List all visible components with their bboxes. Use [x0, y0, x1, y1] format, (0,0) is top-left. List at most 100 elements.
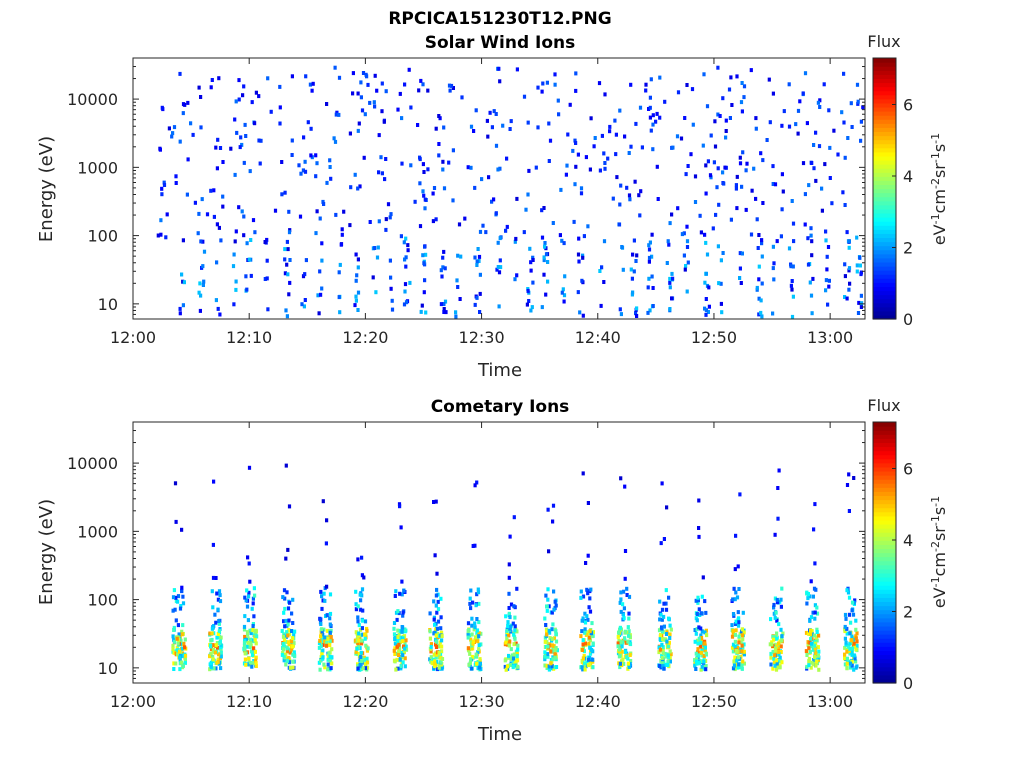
x-tick-label: 12:00 [110, 328, 156, 347]
colorbar-tick-label: 6 [903, 95, 913, 114]
colorbar-segment [873, 528, 896, 533]
flux-cell [400, 579, 404, 584]
flux-cell [337, 75, 342, 80]
flux-cell [551, 657, 555, 662]
flux-cell [698, 651, 702, 655]
flux-cell [304, 74, 308, 79]
flux-cell [280, 160, 284, 164]
flux-cell [495, 267, 499, 272]
flux-cell [173, 607, 177, 612]
flux-cell [676, 90, 681, 95]
flux-cell [660, 481, 664, 486]
flux-cell [380, 109, 384, 114]
flux-cell [249, 238, 253, 242]
flux-cell [716, 244, 720, 249]
flux-cell [547, 549, 551, 554]
flux-cell [210, 589, 214, 594]
colorbar-segment [873, 180, 896, 186]
flux-cell [584, 632, 588, 637]
flux-cell [581, 313, 585, 318]
flux-cell [359, 95, 363, 100]
flux-cell [362, 155, 366, 160]
flux-cell [634, 121, 638, 126]
flux-cell [398, 591, 402, 596]
flux-cell [621, 267, 625, 272]
flux-cell [586, 617, 590, 622]
flux-cell [685, 289, 689, 294]
flux-cell [691, 122, 695, 127]
flux-cell [319, 634, 323, 639]
flux-cell [650, 232, 654, 237]
flux-cell [551, 622, 555, 627]
flux-cell [759, 310, 763, 315]
colorbar-segment [873, 458, 896, 464]
flux-cell [560, 290, 564, 295]
flux-cell [208, 667, 212, 672]
flux-cell [787, 124, 792, 129]
flux-cell [734, 183, 738, 188]
flux-cell [704, 240, 708, 245]
flux-cell [451, 86, 455, 90]
flux-cell [318, 638, 322, 643]
flux-cell [505, 224, 509, 229]
flux-cell [382, 119, 386, 124]
colorbar-segment [873, 613, 896, 619]
cometary-heatmap-cells [171, 463, 859, 672]
flux-cell [373, 246, 377, 250]
flux-cell [670, 296, 674, 301]
flux-cell [254, 90, 258, 95]
flux-cell [813, 610, 817, 615]
flux-cell [757, 312, 761, 317]
flux-cell [669, 652, 673, 657]
flux-cell [809, 665, 813, 670]
flux-cell [174, 519, 178, 524]
flux-cell [651, 286, 655, 290]
flux-cell [508, 534, 512, 539]
flux-cell [242, 643, 247, 648]
flux-cell [773, 663, 777, 668]
flux-cell [599, 303, 603, 308]
flux-cell [705, 252, 710, 257]
flux-cell [402, 649, 406, 654]
flux-cell [315, 161, 319, 166]
flux-cell [658, 637, 662, 642]
flux-cell [358, 658, 362, 663]
flux-cell [432, 599, 436, 604]
flux-cell [197, 85, 201, 90]
flux-cell [199, 95, 203, 99]
flux-cell [505, 636, 509, 641]
flux-cell [322, 662, 326, 667]
flux-cell [288, 632, 292, 637]
flux-cell [359, 598, 363, 603]
flux-cell [621, 612, 625, 617]
flux-cell [813, 646, 817, 651]
flux-cell [757, 296, 761, 301]
flux-cell [393, 641, 397, 646]
flux-cell [542, 206, 546, 210]
flux-cell [237, 205, 241, 210]
flux-cell [562, 241, 566, 246]
flux-cell [325, 628, 329, 633]
flux-cell [165, 212, 169, 217]
flux-cell [333, 65, 337, 70]
flux-cell [619, 597, 623, 602]
flux-cell [581, 667, 585, 672]
flux-cell [397, 642, 401, 647]
flux-cell [318, 269, 322, 274]
flux-cell [608, 124, 612, 129]
flux-cell [697, 636, 701, 641]
flux-cell [402, 588, 406, 593]
flux-cell [522, 94, 527, 99]
flux-cell [217, 589, 222, 594]
flux-cell [581, 616, 585, 621]
flux-cell [474, 654, 479, 659]
flux-cell [214, 145, 218, 150]
flux-cell [430, 660, 434, 665]
flux-cell [358, 663, 362, 667]
flux-cell [200, 197, 204, 202]
flux-cell [658, 647, 663, 652]
flux-cell [284, 463, 288, 468]
flux-cell [301, 274, 306, 279]
flux-cell [658, 75, 662, 80]
flux-cell [356, 290, 361, 295]
